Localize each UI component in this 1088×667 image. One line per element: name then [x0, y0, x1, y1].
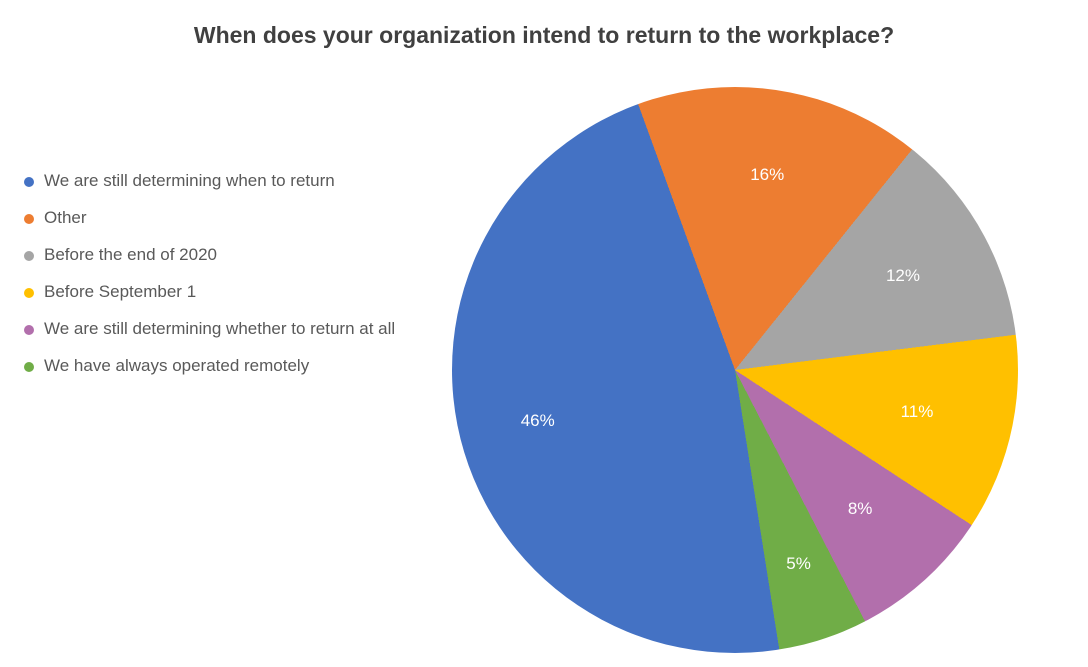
slice-label: 11% — [901, 402, 934, 422]
slice-label: 5% — [786, 554, 811, 574]
legend-marker-icon — [24, 288, 34, 298]
legend-label: We are still determining when to return — [44, 170, 409, 193]
legend-item: We have always operated remotely — [24, 355, 409, 378]
legend-label: We are still determining whether to retu… — [44, 318, 409, 341]
chart-title: When does your organization intend to re… — [0, 22, 1088, 49]
pie — [452, 87, 1018, 653]
legend-marker-icon — [24, 214, 34, 224]
legend-item: We are still determining whether to retu… — [24, 318, 409, 341]
legend-label: Before September 1 — [44, 281, 409, 304]
legend-item: We are still determining when to return — [24, 170, 409, 193]
legend-label: Other — [44, 207, 409, 230]
legend-item: Before the end of 2020 — [24, 244, 409, 267]
legend-label: Before the end of 2020 — [44, 244, 409, 267]
slice-label: 8% — [848, 499, 873, 519]
legend-label: We have always operated remotely — [44, 355, 409, 378]
pie-area: 46% 16% 12% 11% 8% 5% — [452, 87, 1018, 653]
pie-chart: When does your organization intend to re… — [0, 0, 1088, 667]
legend-marker-icon — [24, 177, 34, 187]
legend-marker-icon — [24, 362, 34, 372]
legend-item: Before September 1 — [24, 281, 409, 304]
slice-label: 16% — [750, 165, 784, 185]
legend-marker-icon — [24, 325, 34, 335]
legend-item: Other — [24, 207, 409, 230]
legend: We are still determining when to return O… — [24, 170, 409, 392]
legend-marker-icon — [24, 251, 34, 261]
slice-label: 12% — [886, 266, 920, 286]
slice-label: 46% — [521, 411, 555, 431]
